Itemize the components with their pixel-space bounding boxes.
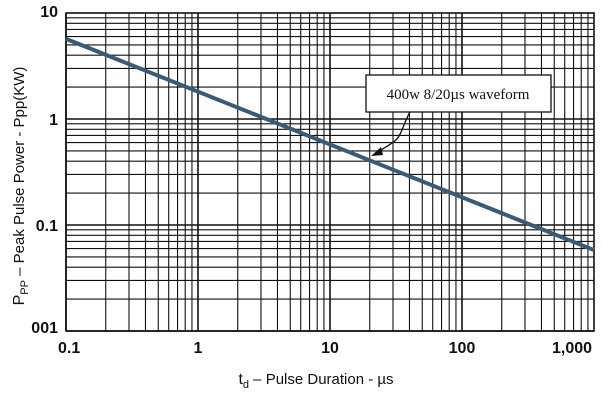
y-axis-label-main: P — [11, 295, 28, 306]
annotation: 400w 8/20µs waveform — [365, 74, 552, 156]
y-axis-label-sub: PP — [19, 280, 31, 295]
y-tick-label: 0.1 — [36, 218, 58, 235]
x-tick-label: 1,000 — [552, 340, 592, 357]
plot-frame — [65, 12, 595, 332]
annotation-text: 400w 8/20µs waveform — [387, 87, 530, 103]
x-axis-label-sub: d — [243, 379, 249, 391]
x-axis-label-rest: – Pulse Duration - µs — [249, 371, 394, 388]
x-axis-label-main: t — [238, 371, 243, 388]
y-axis-label: PPP – Peak Pulse Power - Ppp(KW) — [11, 67, 31, 306]
y-axis-label-rest: – Peak Pulse Power - Ppp(KW) — [11, 67, 28, 280]
x-tick-label: 0.1 — [58, 340, 80, 357]
series-line — [65, 37, 595, 252]
y-tick-label: 1 — [49, 112, 58, 129]
x-tick-label: 1 — [194, 340, 203, 357]
x-tick-label: 100 — [449, 340, 476, 357]
annotation-box — [365, 74, 552, 113]
annotation-arrowhead — [371, 147, 383, 156]
grid-layer — [65, 12, 595, 332]
series-layer — [65, 37, 595, 252]
x-axis-label: td – Pulse Duration - µs — [238, 371, 393, 391]
y-tick-label: 10 — [40, 4, 58, 21]
y-tick-label: 001 — [31, 320, 58, 337]
x-tick-label: 10 — [321, 340, 339, 357]
annotation-leader-line — [377, 111, 411, 153]
